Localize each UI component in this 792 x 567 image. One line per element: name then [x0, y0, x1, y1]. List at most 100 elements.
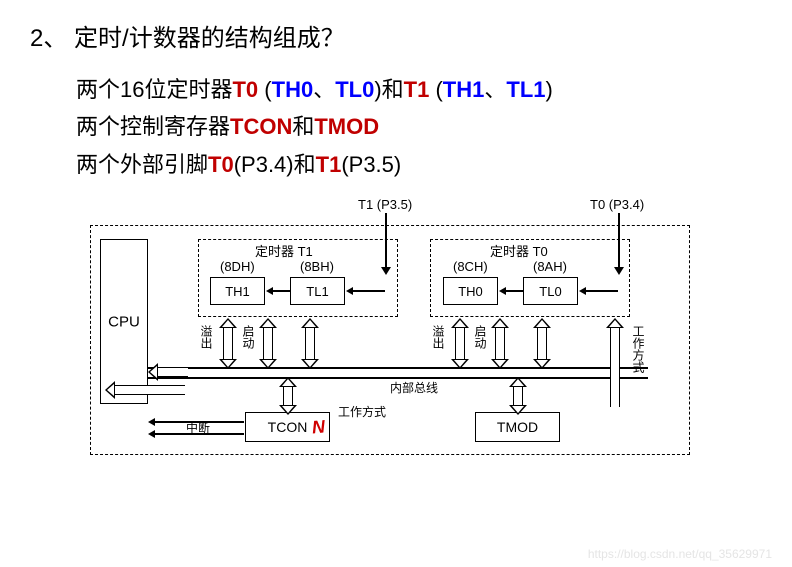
tmod-bus-down — [509, 405, 527, 415]
a2-tmod: TMOD — [314, 114, 379, 139]
red-annotation: N — [311, 417, 326, 439]
arrow-pin-tl1-head — [346, 287, 353, 295]
diagram: T1 (P3.5) T0 (P3.4) CPU 定时器 T1 (8DH) (8B… — [90, 197, 720, 477]
timer1-tl-box: TL1 — [290, 277, 345, 305]
t0-workmode-label: 工作方式 — [630, 325, 647, 373]
a1-tl1: TL1 — [506, 77, 545, 102]
tcon-bus-down — [279, 405, 297, 415]
arrow-pin-tl0 — [585, 290, 618, 292]
int-arrow2 — [154, 433, 244, 435]
tmod-bus-body — [513, 385, 523, 407]
a2-and: 和 — [292, 114, 314, 139]
arrow-tl1-th1-head — [266, 287, 273, 295]
a1-s2: 、 — [484, 77, 506, 102]
t1-bus-arrow3-body — [305, 327, 315, 361]
a1-th0: TH0 — [272, 77, 314, 102]
int-arrow2-head — [148, 430, 155, 438]
tmod-bus-up — [509, 377, 527, 387]
a1-p1: ( — [258, 77, 271, 102]
t1-bus-arrow1-down — [219, 359, 237, 369]
timer0-th-addr: (8CH) — [453, 259, 488, 274]
q-text: 定时/计数器的结构组成？ — [74, 25, 345, 52]
a1-th1: TH1 — [443, 77, 485, 102]
a1-s1: 、 — [313, 77, 335, 102]
q-number: 2、 — [30, 25, 67, 52]
bus-cpu-arrow2-head — [105, 381, 115, 399]
a1-t0: T0 — [232, 77, 258, 102]
timer1-title: 定时器 T1 — [255, 241, 313, 260]
bus-cpu-arrow-body — [158, 367, 188, 377]
answer-block: 两个16位定时器T0 (TH0、TL0)和T1 (TH1、TL1) 两个控制寄存… — [30, 71, 762, 183]
t1-bus-arrow1-body — [223, 327, 233, 361]
arrow-pin-tl0-head — [579, 287, 586, 295]
t0-bus-arrow1-body — [455, 327, 465, 361]
timer1-th-box: TH1 — [210, 277, 265, 305]
t1-bus-arrow1-up — [219, 318, 237, 328]
answer-line-2: 两个控制寄存器TCON和TMOD — [76, 108, 762, 145]
a1-p2: )和 — [374, 77, 403, 102]
a2-prefix: 两个控制寄存器 — [76, 114, 230, 139]
t0-bus-arrow3-body — [537, 327, 547, 361]
workmode-arrow-up — [606, 318, 624, 328]
question-line: 2、 定时/计数器的结构组成？ — [30, 18, 762, 53]
a3-t0: T0 — [208, 152, 234, 177]
arrow-tl1-th1 — [272, 290, 290, 292]
int-arrow1 — [154, 421, 244, 423]
pin-t0-label: T0 (P3.4) — [590, 197, 644, 212]
t0-bus-arrow2-body — [495, 327, 505, 361]
a1-p4: ) — [546, 77, 553, 102]
t1-overflow-label: 溢出 — [198, 325, 215, 349]
pin-t1-label: T1 (P3.5) — [358, 197, 412, 212]
t0-bus-arrow1-up — [451, 318, 469, 328]
tcon-bus-up — [279, 377, 297, 387]
t1-bus-arrow2-down — [259, 359, 277, 369]
t0-bus-arrow2-down — [491, 359, 509, 369]
a3-prefix: 两个外部引脚 — [76, 152, 208, 177]
a1-p3: ( — [429, 77, 442, 102]
cpu-label: CPU — [108, 313, 140, 330]
timer1-tl: TL1 — [306, 284, 328, 299]
answer-line-1: 两个16位定时器T0 (TH0、TL0)和T1 (TH1、TL1) — [76, 71, 762, 108]
bus-label: 内部总线 — [390, 379, 438, 396]
tcon-label: TCON — [268, 419, 308, 435]
a1-prefix: 两个16位定时器 — [76, 77, 232, 102]
timer0-th: TH0 — [458, 284, 483, 299]
watermark: https://blog.csdn.net/qq_35629971 — [588, 547, 772, 561]
timer0-tl: TL0 — [539, 284, 561, 299]
arrow-tl0-th0 — [505, 290, 523, 292]
int-arrow1-head — [148, 418, 155, 426]
t0-start-label: 启动 — [472, 325, 489, 349]
t0-bus-arrow3-up — [533, 318, 551, 328]
t0-bus-arrow2-up — [491, 318, 509, 328]
workmode-label-2: 工作方式 — [338, 403, 386, 420]
t1-bus-arrow3-down — [301, 359, 319, 369]
a1-tl0: TL0 — [335, 77, 374, 102]
bus-cpu-arrow-head — [148, 363, 158, 381]
a3-p35: (P3.5) — [341, 152, 401, 177]
arrow-pin-tl1 — [352, 290, 385, 292]
arrow-tl0-th0-head — [499, 287, 506, 295]
t1-bus-arrow3-up — [301, 318, 319, 328]
timer0-th-box: TH0 — [443, 277, 498, 305]
t0-overflow-label: 溢出 — [430, 325, 447, 349]
t1-start-label: 启动 — [240, 325, 257, 349]
a3-t1: T1 — [316, 152, 342, 177]
tmod-box: TMOD — [475, 412, 560, 442]
workmode-arrow-body — [610, 327, 620, 407]
answer-line-3: 两个外部引脚T0(P3.4)和T1(P3.5) — [76, 146, 762, 183]
t1-bus-arrow2-up — [259, 318, 277, 328]
timer0-title: 定时器 T0 — [490, 241, 548, 260]
t1-bus-arrow2-body — [263, 327, 273, 361]
timer1-tl-addr: (8BH) — [300, 259, 334, 274]
a1-t1: T1 — [404, 77, 430, 102]
t0-bus-arrow3-down — [533, 359, 551, 369]
timer0-tl-addr: (8AH) — [533, 259, 567, 274]
timer0-tl-box: TL0 — [523, 277, 578, 305]
bus-cpu-arrow2-body — [115, 385, 185, 395]
cpu-box: CPU — [100, 239, 148, 404]
a2-tcon: TCON — [230, 114, 292, 139]
timer1-th: TH1 — [225, 284, 250, 299]
t0-bus-arrow1-down — [451, 359, 469, 369]
tcon-bus-body — [283, 385, 293, 407]
a3-p34: (P3.4)和 — [234, 152, 316, 177]
